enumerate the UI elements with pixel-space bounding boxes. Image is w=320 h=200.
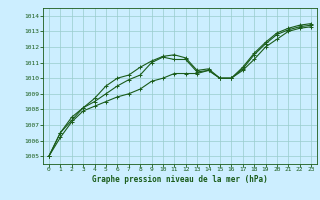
X-axis label: Graphe pression niveau de la mer (hPa): Graphe pression niveau de la mer (hPa) [92,175,268,184]
